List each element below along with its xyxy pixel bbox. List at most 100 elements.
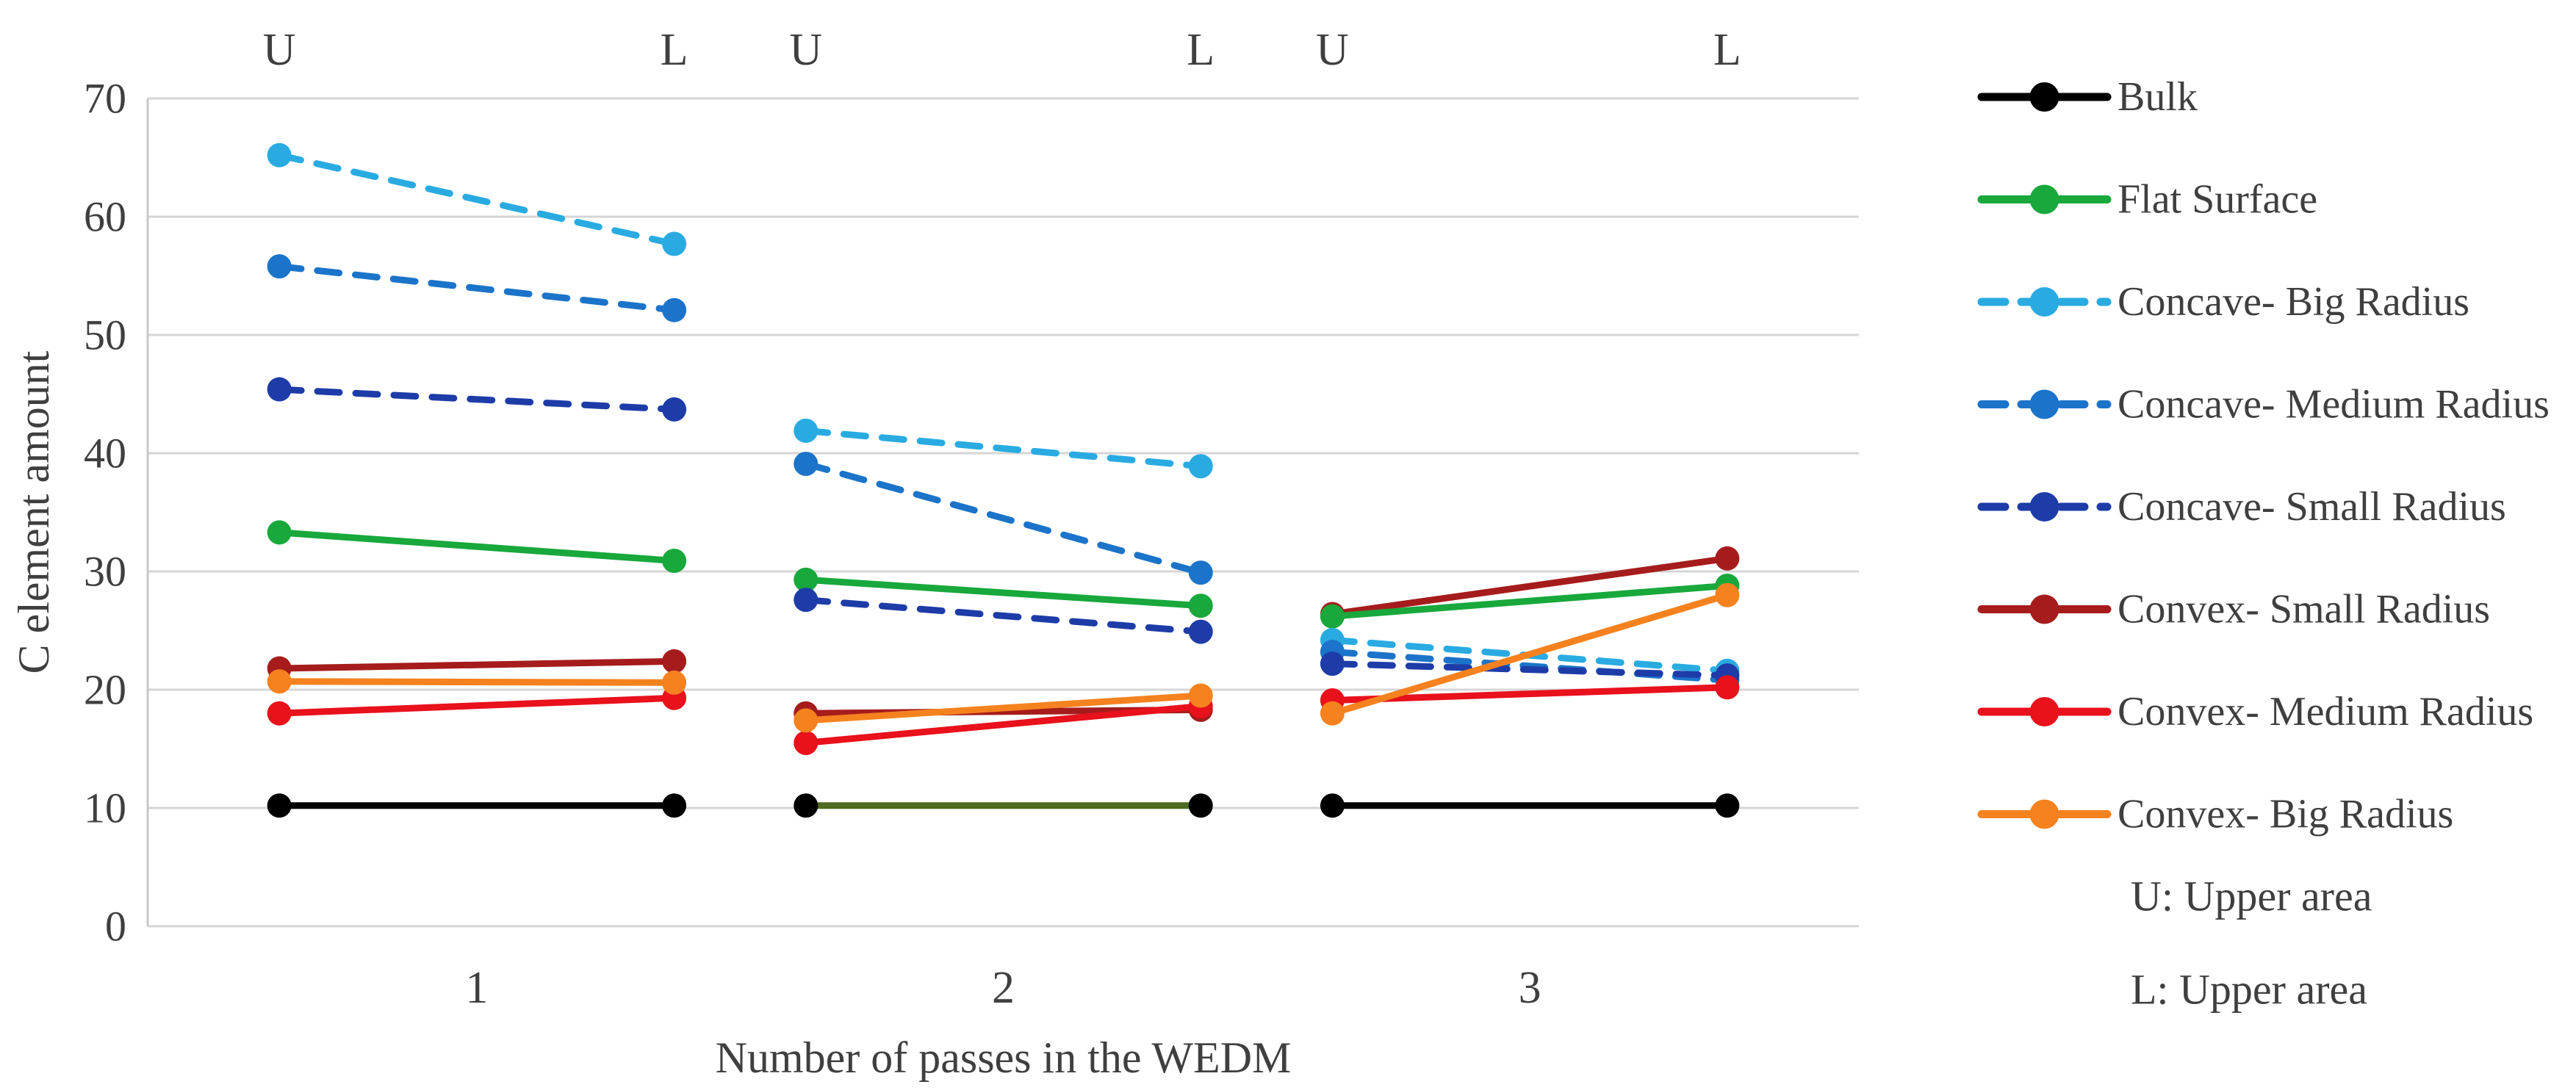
segment-flat-surface-pass2 [802, 576, 1204, 610]
legend-item-convex-medium-radius: Convex- Medium Radius [1977, 689, 2533, 735]
series-convex-medium-radius [267, 675, 1740, 755]
segment-concave-small-radius-pass3 [1328, 660, 1731, 679]
column-header-u1: U [263, 25, 296, 75]
legend-item-convex-big-radius: Convex- Big Radius [1977, 792, 2453, 837]
legend-label-flat-surface: Flat Surface [2118, 177, 2317, 223]
series-bulk [267, 793, 1740, 818]
segment-concave-medium-radius-pass2 [802, 460, 1204, 577]
series-convex-big-radius [267, 582, 1740, 733]
data-point-concave-medium-radius-l1 [662, 297, 687, 322]
x-axis-title: Number of passes in the WEDM [716, 1033, 1292, 1082]
segment-concave-big-radius-pass1 [276, 151, 678, 248]
legend: Bulk Flat Surface Concave- Big Radius Conca… [1977, 74, 2550, 837]
data-point-concave-small-radius-u2 [794, 588, 819, 613]
data-point-flat-surface-u1 [267, 520, 292, 545]
data-point-convex-big-radius-u1 [267, 669, 292, 694]
legend-item-flat-surface: Flat Surface [1977, 177, 2317, 223]
legend-marker-icon-convex-small-radius [2029, 594, 2059, 624]
x-tick-label-1: 1 [465, 963, 488, 1013]
segment-convex-big-radius-pass1 [276, 678, 678, 686]
y-tick-label-40: 40 [84, 430, 126, 477]
gridlines [148, 97, 1859, 928]
series-concave-medium-radius [267, 254, 1740, 693]
data-point-concave-medium-radius-l2 [1188, 560, 1213, 585]
column-header-l2: L [1187, 25, 1215, 75]
segment-convex-small-radius-pass3 [1328, 555, 1731, 618]
data-point-flat-surface-l1 [662, 549, 687, 574]
data-point-convex-medium-radius-l3 [1715, 675, 1740, 700]
legend-item-concave-small-radius: Concave- Small Radius [1977, 484, 2506, 530]
data-point-convex-small-radius-l3 [1715, 546, 1740, 571]
data-point-concave-medium-radius-u1 [267, 254, 292, 279]
data-point-convex-big-radius-l3 [1715, 582, 1740, 607]
y-axis-title: C element amount [10, 350, 58, 674]
data-point-bulk-l2 [1188, 793, 1213, 818]
series-flat-surface [267, 520, 1740, 629]
data-point-convex-big-radius-l2 [1188, 683, 1213, 708]
data-point-bulk-l1 [662, 793, 687, 818]
data-point-bulk-l3 [1715, 793, 1740, 818]
column-header-u3: U [1316, 25, 1349, 75]
legend-label-convex-big-radius: Convex- Big Radius [2118, 792, 2453, 837]
segment-flat-surface-pass3 [1328, 582, 1731, 620]
segment-concave-small-radius-pass1 [276, 386, 678, 413]
data-point-flat-surface-u2 [794, 567, 819, 592]
column-header-l1: L [661, 25, 688, 75]
legend-marker-icon-convex-big-radius [2029, 799, 2059, 829]
legend-label-concave-small-radius: Concave- Small Radius [2118, 484, 2506, 530]
segment-convex-medium-radius-pass2 [802, 703, 1204, 746]
legend-marker-icon-flat-surface [2029, 184, 2059, 214]
x-tick-label-2: 2 [992, 963, 1015, 1013]
y-tick-label-70: 70 [84, 75, 126, 123]
column-header-u2: U [789, 25, 822, 75]
legend-marker-icon-bulk [2029, 82, 2059, 112]
data-point-concave-small-radius-l1 [662, 397, 687, 422]
data-point-concave-big-radius-u2 [794, 418, 819, 443]
legend-note-l: L: Upper area [2131, 966, 2367, 1014]
series-convex-small-radius [267, 546, 1740, 726]
legend-item-bulk: Bulk [1977, 74, 2198, 120]
data-point-concave-big-radius-l1 [662, 231, 687, 256]
legend-item-convex-small-radius: Convex- Small Radius [1977, 587, 2490, 632]
legend-marker-icon-concave-medium-radius [2029, 389, 2059, 419]
series-concave-small-radius [267, 377, 1740, 688]
y-tick-label-50: 50 [84, 311, 126, 359]
y-tick-label-60: 60 [84, 193, 126, 241]
legend-note-u: U: Upper area [2131, 873, 2372, 920]
segment-convex-medium-radius-pass3 [1328, 684, 1731, 704]
data-point-convex-big-radius-u2 [794, 708, 819, 733]
x-tick-label-3: 3 [1519, 963, 1541, 1013]
data-point-convex-big-radius-l1 [662, 670, 687, 695]
segment-convex-medium-radius-pass1 [276, 694, 678, 717]
legend-label-convex-medium-radius: Convex- Medium Radius [2118, 689, 2533, 735]
legend-label-convex-small-radius: Convex- Small Radius [2118, 587, 2490, 632]
legend-item-concave-medium-radius: Concave- Medium Radius [1977, 382, 2550, 427]
y-tick-label-20: 20 [84, 666, 126, 714]
legend-label-concave-medium-radius: Concave- Medium Radius [2118, 382, 2550, 427]
legend-marker-icon-concave-big-radius [2029, 287, 2059, 317]
segment-concave-small-radius-pass2 [802, 596, 1204, 635]
segment-convex-big-radius-pass3 [1328, 591, 1731, 717]
data-point-concave-small-radius-u3 [1320, 652, 1345, 676]
data-point-bulk-u3 [1320, 793, 1345, 818]
y-tick-label-0: 0 [105, 903, 126, 950]
segment-concave-medium-radius-pass1 [276, 263, 678, 314]
legend-marker-icon-concave-small-radius [2029, 492, 2059, 521]
data-point-convex-medium-radius-u2 [794, 730, 819, 755]
segment-convex-small-radius-pass1 [276, 657, 678, 672]
legend-marker-icon-convex-medium-radius [2029, 697, 2059, 726]
data-point-concave-big-radius-l2 [1188, 454, 1213, 479]
legend-label-bulk: Bulk [2118, 74, 2198, 120]
data-point-flat-surface-u3 [1320, 604, 1345, 629]
data-point-concave-big-radius-u1 [267, 142, 292, 167]
data-point-concave-medium-radius-u2 [794, 451, 819, 476]
y-tick-label-10: 10 [84, 784, 126, 832]
data-point-convex-big-radius-u3 [1320, 701, 1345, 726]
y-tick-label-30: 30 [84, 548, 126, 596]
data-point-concave-small-radius-u1 [267, 377, 292, 402]
legend-label-concave-big-radius: Concave- Big Radius [2118, 279, 2469, 325]
segment-convex-big-radius-pass2 [802, 692, 1204, 724]
legend-item-concave-big-radius: Concave- Big Radius [1977, 279, 2469, 325]
data-point-bulk-u1 [267, 793, 292, 818]
